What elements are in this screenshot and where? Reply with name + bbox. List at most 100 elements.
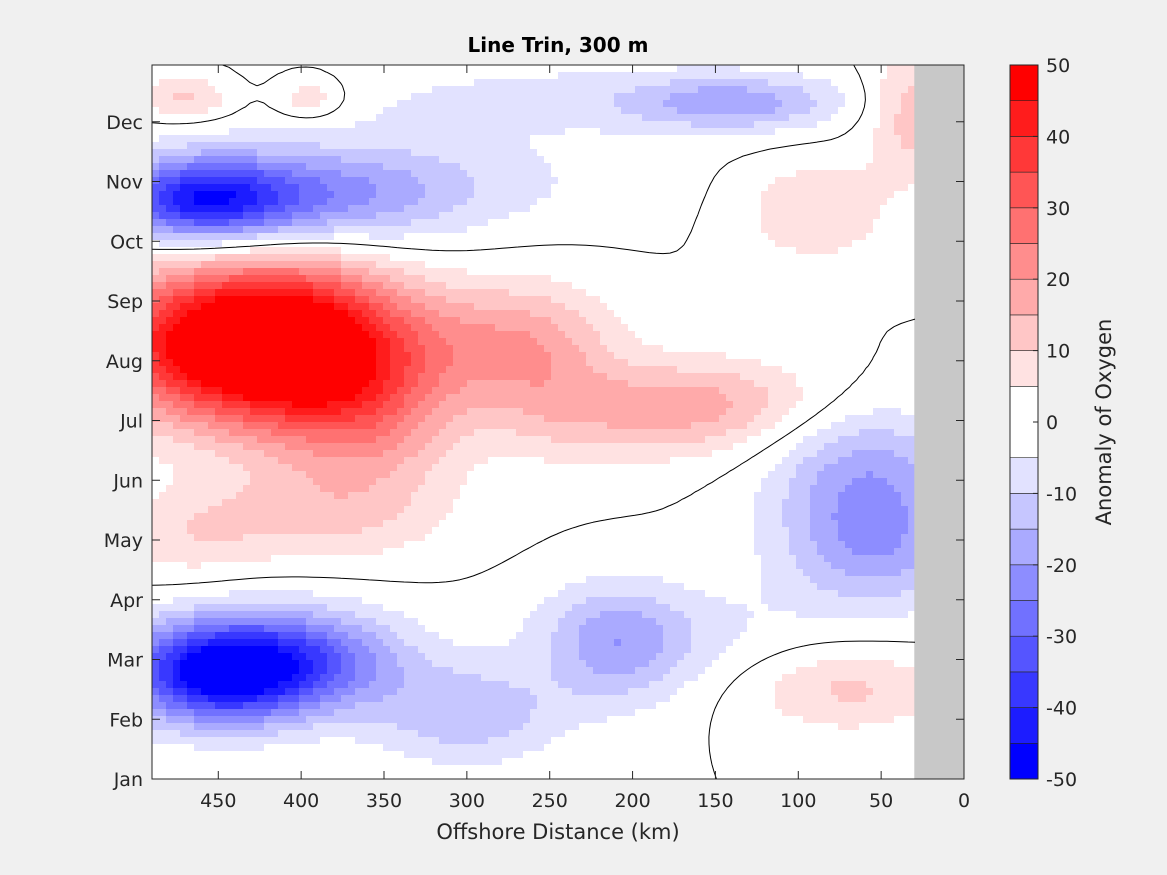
heatmap-cell	[789, 114, 797, 122]
heatmap-cell	[453, 345, 461, 353]
heatmap-cell	[166, 121, 174, 129]
heatmap-cell	[712, 93, 720, 101]
heatmap-cell	[726, 121, 734, 129]
heatmap-cell	[558, 282, 566, 290]
heatmap-cell	[768, 240, 776, 248]
heatmap-cell	[691, 198, 699, 206]
heatmap-cell	[474, 352, 482, 360]
heatmap-cell	[453, 184, 461, 192]
heatmap-cell	[481, 114, 489, 122]
heatmap-cell	[152, 156, 160, 164]
heatmap-cell	[635, 107, 643, 115]
heatmap-cell	[614, 184, 622, 192]
heatmap-cell	[824, 121, 832, 129]
heatmap-cell	[614, 289, 622, 297]
heatmap-cell	[432, 170, 440, 178]
heatmap-cell	[320, 331, 328, 339]
heatmap-cell	[558, 93, 566, 101]
heatmap-cell	[824, 212, 832, 220]
heatmap-cell	[684, 275, 692, 283]
heatmap-cell	[488, 142, 496, 150]
heatmap-cell	[677, 275, 685, 283]
heatmap-cell	[705, 219, 713, 227]
heatmap-cell	[873, 240, 881, 248]
heatmap-cell	[257, 163, 265, 171]
heatmap-cell	[159, 107, 167, 115]
heatmap-cell	[208, 135, 216, 143]
heatmap-cell	[509, 275, 517, 283]
heatmap-cell	[194, 352, 202, 360]
heatmap-cell	[460, 128, 468, 136]
heatmap-cell	[859, 72, 867, 80]
heatmap-cell	[397, 268, 405, 276]
heatmap-cell	[236, 212, 244, 220]
heatmap-cell	[299, 282, 307, 290]
heatmap-cell	[817, 177, 825, 185]
heatmap-cell	[866, 65, 874, 73]
heatmap-cell	[544, 226, 552, 234]
heatmap-cell	[201, 135, 209, 143]
heatmap-cell	[411, 198, 419, 206]
heatmap-cell	[292, 191, 300, 199]
heatmap-cell	[173, 268, 181, 276]
heatmap-cell	[411, 345, 419, 353]
heatmap-cell	[775, 359, 783, 367]
heatmap-cell	[782, 163, 790, 171]
heatmap-cell	[649, 149, 657, 157]
heatmap-cell	[866, 275, 874, 283]
heatmap-cell	[649, 198, 657, 206]
heatmap-cell	[558, 79, 566, 87]
heatmap-cell	[313, 261, 321, 269]
heatmap-cell	[257, 240, 265, 248]
heatmap-cell	[509, 65, 517, 73]
heatmap-cell	[712, 163, 720, 171]
heatmap-cell	[852, 331, 860, 339]
heatmap-cell	[376, 121, 384, 129]
heatmap-cell	[467, 191, 475, 199]
heatmap-cell	[320, 289, 328, 297]
heatmap-cell	[264, 128, 272, 136]
heatmap-cell	[607, 282, 615, 290]
heatmap-cell	[691, 268, 699, 276]
heatmap-cell	[593, 317, 601, 325]
heatmap-cell	[502, 72, 510, 80]
heatmap-cell	[439, 233, 447, 241]
heatmap-cell	[677, 177, 685, 185]
heatmap-cell	[481, 303, 489, 311]
heatmap-cell	[236, 170, 244, 178]
heatmap-cell	[306, 72, 314, 80]
heatmap-cell	[397, 170, 405, 178]
heatmap-cell	[740, 142, 748, 150]
heatmap-cell	[481, 338, 489, 346]
heatmap-cell	[495, 240, 503, 248]
heatmap-cell	[558, 338, 566, 346]
heatmap-cell	[754, 191, 762, 199]
heatmap-cell	[495, 121, 503, 129]
heatmap-cell	[824, 205, 832, 213]
heatmap-cell	[894, 184, 902, 192]
heatmap-cell	[467, 212, 475, 220]
heatmap-cell	[754, 142, 762, 150]
heatmap-cell	[187, 170, 195, 178]
heatmap-cell	[551, 317, 559, 325]
heatmap-cell	[467, 135, 475, 143]
heatmap-cell	[544, 142, 552, 150]
heatmap-cell	[208, 142, 216, 150]
heatmap-cell	[831, 345, 839, 353]
heatmap-cell	[761, 352, 769, 360]
heatmap-cell	[747, 338, 755, 346]
heatmap-cell	[775, 107, 783, 115]
heatmap-cell	[383, 338, 391, 346]
heatmap-cell	[761, 233, 769, 241]
heatmap-cell	[719, 135, 727, 143]
heatmap-cell	[299, 93, 307, 101]
heatmap-cell	[586, 352, 594, 360]
heatmap-cell	[663, 219, 671, 227]
heatmap-cell	[817, 226, 825, 234]
heatmap-cell	[698, 107, 706, 115]
heatmap-cell	[194, 359, 202, 367]
heatmap-cell	[551, 275, 559, 283]
heatmap-cell	[334, 114, 342, 122]
heatmap-cell	[509, 324, 517, 332]
heatmap-cell	[663, 149, 671, 157]
